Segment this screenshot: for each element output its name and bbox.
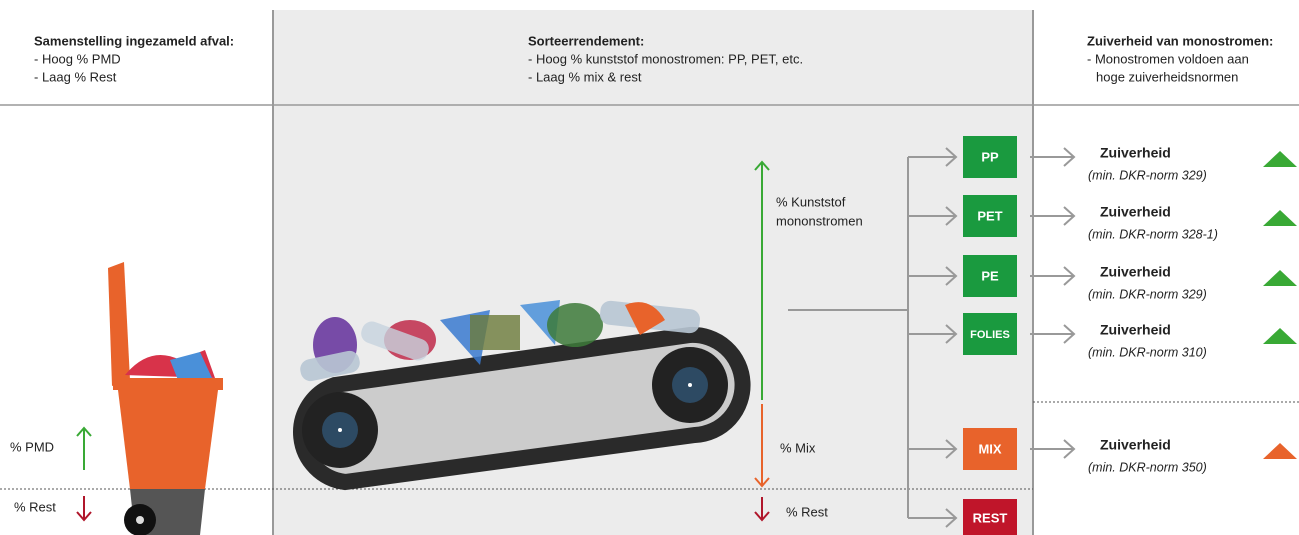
- arrow: [1030, 148, 1074, 166]
- purity-title: Zuiverheid: [1100, 437, 1171, 453]
- sorting-label: % Rest: [786, 504, 828, 519]
- arrow: [1030, 325, 1074, 343]
- purity-norm: (min. DKR-norm 329): [1088, 168, 1207, 182]
- purity-norm: (min. DKR-norm 310): [1088, 345, 1207, 359]
- waste-bin: [108, 262, 223, 535]
- header-line-text: - Monostromen voldoen aan: [1087, 51, 1249, 66]
- purity-title: Zuiverheid: [1100, 264, 1171, 280]
- purity-norm: (min. DKR-norm 328-1): [1088, 227, 1218, 241]
- header-title: Zuiverheid van monostromen:: [1087, 33, 1273, 48]
- purity-norm: (min. DKR-norm 350): [1088, 460, 1207, 474]
- bin-label: % PMD: [10, 439, 54, 454]
- header-line-text: - Laag % mix & rest: [528, 69, 642, 84]
- stream-label: PET: [977, 208, 1002, 223]
- purity-title: Zuiverheid: [1100, 322, 1171, 338]
- arrow-up: [77, 428, 91, 470]
- arrow-down: [77, 496, 91, 520]
- stream-label: MIX: [978, 441, 1001, 456]
- purity-indicator: [1263, 151, 1297, 167]
- stream-label: FOLIES: [970, 329, 1010, 341]
- header-line-text: - Hoog % PMD: [34, 51, 121, 66]
- header-title: Samenstelling ingezameld afval:: [34, 33, 234, 48]
- purity-norm: (min. DKR-norm 329): [1088, 287, 1207, 301]
- purity-title: Zuiverheid: [1100, 145, 1171, 161]
- stream-label: PP: [981, 149, 999, 164]
- header-line-text: hoge zuiverheidsnormen: [1096, 69, 1238, 84]
- diagram: Samenstelling ingezameld afval: - Hoog %…: [0, 0, 1299, 535]
- stream-label: PE: [981, 268, 999, 283]
- sorting-label: mononstromen: [776, 213, 863, 228]
- purity-indicator: [1263, 270, 1297, 286]
- arrow: [1030, 207, 1074, 225]
- stream-label: REST: [973, 510, 1008, 525]
- header-line-text: - Hoog % kunststof monostromen: PP, PET,…: [528, 51, 803, 66]
- purity-indicator: [1263, 443, 1297, 459]
- header-line-text: - Laag % Rest: [34, 69, 117, 84]
- header-title: Sorteerrendement:: [528, 33, 644, 48]
- arrow: [1030, 267, 1074, 285]
- purity-title: Zuiverheid: [1100, 204, 1171, 220]
- sorting-label: % Mix: [780, 440, 816, 455]
- purity-indicator: [1263, 328, 1297, 344]
- purity-indicator: [1263, 210, 1297, 226]
- sorting-label: % Kunststof: [776, 194, 846, 209]
- bin-label: % Rest: [14, 499, 56, 514]
- arrow: [1030, 440, 1074, 458]
